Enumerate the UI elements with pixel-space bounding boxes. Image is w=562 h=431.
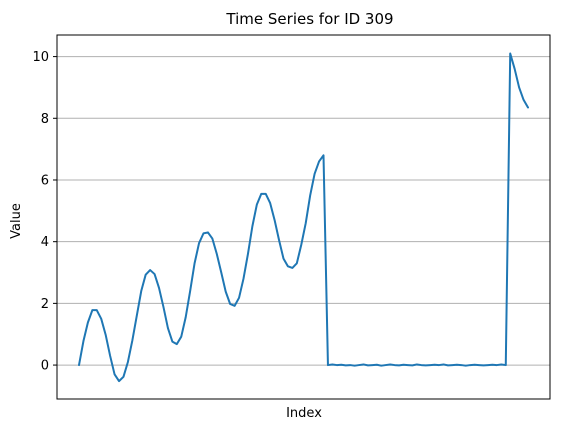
y-axis-label: Value — [9, 203, 24, 239]
chart-title: Time Series for ID 309 — [225, 10, 393, 28]
y-tick-label: 0 — [41, 359, 49, 374]
series-layer — [78, 52, 529, 383]
y-tick-label: 10 — [32, 50, 49, 65]
x-axis-label: Index — [286, 406, 322, 421]
y-tick-label: 6 — [41, 173, 49, 188]
series-line — [78, 52, 529, 383]
plot-border — [56, 34, 551, 400]
y-tick-label: 8 — [41, 112, 49, 127]
y-tick-label: 2 — [41, 297, 49, 312]
y-tick-label: 4 — [41, 235, 49, 250]
y-axis: 0 2 4 6 8 10 — [32, 50, 57, 374]
grid-lines — [57, 56, 550, 366]
plot-frame — [56, 34, 551, 400]
